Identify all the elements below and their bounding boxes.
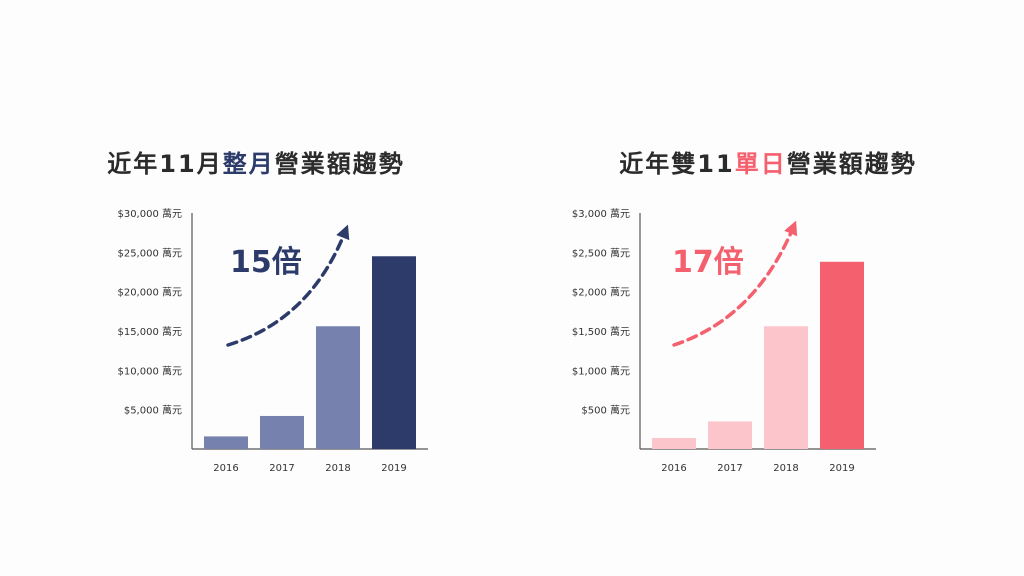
y-tick-label: $3,000 萬元 xyxy=(572,207,630,220)
bar-2017 xyxy=(708,421,752,449)
y-tick-label: $1,000 萬元 xyxy=(572,364,630,377)
trend-arrowhead xyxy=(784,220,798,237)
bar-2017 xyxy=(260,415,304,449)
right-title-suffix: 營業額趨勢 xyxy=(786,150,917,178)
right-bar-chart: $500 萬元 $1,000 萬元 $1,500 萬元 $2,000 萬元 $2,500… xyxy=(572,207,876,474)
right-title-prefix: 近年雙11 xyxy=(619,150,735,178)
growth-multiplier-label: 17倍 xyxy=(672,245,744,280)
x-tick-label: 2016 xyxy=(661,463,686,474)
left-title-prefix: 近年11月 xyxy=(107,150,223,178)
bar-2018 xyxy=(316,326,360,449)
x-tick-label: 2019 xyxy=(381,463,406,474)
x-tick-label: 2017 xyxy=(269,463,294,474)
y-tick-label: $20,000 萬元 xyxy=(117,286,182,299)
left-title-suffix: 營業額趨勢 xyxy=(274,150,405,178)
x-tick-label: 2017 xyxy=(717,463,742,474)
right-chart-title: 近年雙11單日營業額趨勢 xyxy=(512,144,1024,179)
y-tick-label: $2,000 萬元 xyxy=(572,286,630,299)
x-tick-label: 2019 xyxy=(829,463,854,474)
left-chart-panel: 近年11月整月營業額趨勢 $5,000 萬元 $10,000 萬元 $15,000 … xyxy=(0,144,512,474)
right-chart-panel: 近年雙11單日營業額趨勢 $500 萬元 $1,000 萬元 $1,500 萬元 $2… xyxy=(512,0,1024,576)
growth-multiplier-label: 15倍 xyxy=(230,245,302,280)
bar-2019 xyxy=(820,261,864,449)
bar-2016 xyxy=(652,437,696,449)
y-tick-label: $2,500 萬元 xyxy=(572,246,630,259)
bar-2019 xyxy=(372,256,416,449)
x-tick-label: 2018 xyxy=(325,463,350,474)
y-tick-label: $5,000 萬元 xyxy=(124,404,182,417)
x-tick-label: 2016 xyxy=(213,463,238,474)
y-tick-label: $500 萬元 xyxy=(581,404,630,417)
trend-arrow xyxy=(226,230,347,347)
bar-2016 xyxy=(204,436,248,449)
bar-2018 xyxy=(764,326,808,449)
y-tick-label: $10,000 萬元 xyxy=(117,364,182,377)
left-title-highlight: 整月 xyxy=(222,150,275,178)
y-tick-label: $15,000 萬元 xyxy=(117,325,182,338)
trend-arrowhead xyxy=(336,224,350,241)
y-tick-label: $1,500 萬元 xyxy=(572,325,630,338)
right-title-highlight: 單日 xyxy=(734,150,787,178)
y-tick-label: $30,000 萬元 xyxy=(117,207,182,220)
y-tick-label: $25,000 萬元 xyxy=(117,246,182,259)
left-chart-title: 近年11月整月營業額趨勢 xyxy=(0,144,512,179)
left-bar-chart: $5,000 萬元 $10,000 萬元 $15,000 萬元 $20,000 萬元 $… xyxy=(117,207,428,474)
x-tick-label: 2018 xyxy=(773,463,798,474)
trend-arrow xyxy=(672,226,795,347)
